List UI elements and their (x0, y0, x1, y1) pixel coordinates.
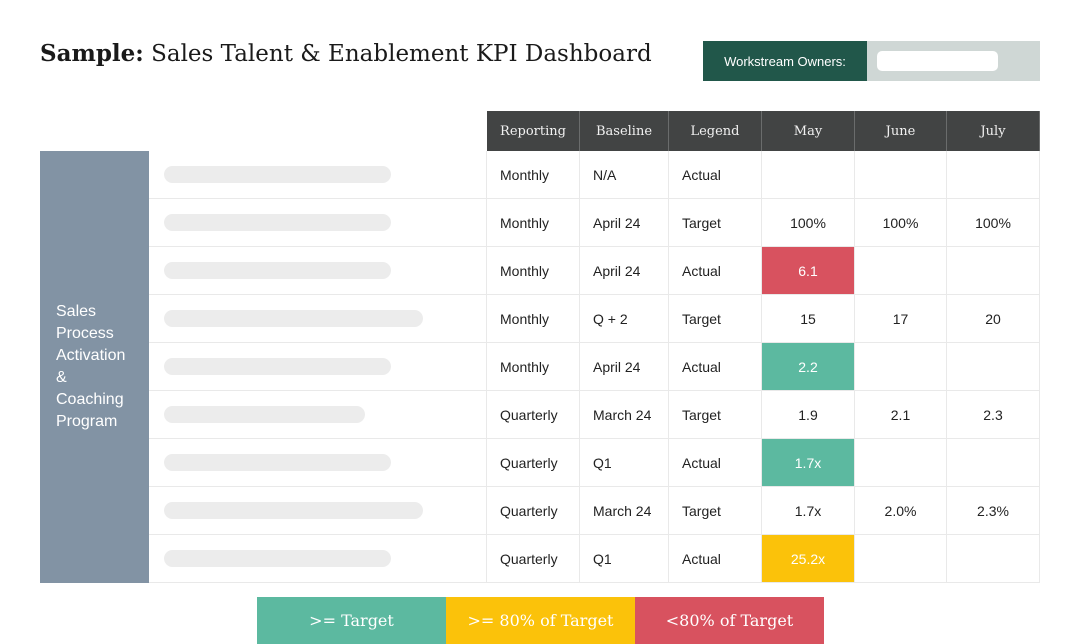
kpi-name-placeholder (164, 502, 423, 519)
cell-reporting: Monthly (500, 214, 550, 231)
cell-june (855, 151, 946, 198)
kpi-name-placeholder (164, 262, 391, 279)
program-group-text: Sales Process Activation & Coaching Prog… (56, 303, 126, 430)
kpi-name-placeholder (164, 550, 391, 567)
cell-june: 17 (892, 310, 909, 327)
column-header-july: July (947, 111, 1040, 151)
kpi-name-placeholder (164, 406, 365, 423)
cell-june: 2.1 (890, 406, 911, 423)
cell-june: 100% (882, 214, 919, 231)
cell-reporting: Quarterly (500, 406, 558, 423)
workstream-owners-label: Workstream Owners: (703, 41, 867, 81)
cell-july: 20 (985, 310, 1001, 327)
column-header-baseline: Baseline (580, 111, 669, 151)
cell-legend: Target (682, 406, 721, 423)
workstream-owners-box (867, 41, 1040, 81)
key-item: >= Target (257, 597, 446, 644)
cell-reporting: Monthly (500, 262, 550, 279)
cell-legend: Target (682, 214, 721, 231)
cell-legend: Actual (682, 358, 721, 375)
cell-legend: Target (682, 310, 721, 327)
page-title: Sample: Sales Talent & Enablement KPI Da… (40, 40, 652, 67)
cell-baseline: April 24 (593, 358, 641, 375)
cell-baseline: Q + 2 (593, 310, 628, 327)
grid-divider (579, 151, 580, 583)
kpi-name-placeholder (164, 358, 391, 375)
title-text: Sales Talent & Enablement KPI Dashboard (151, 41, 652, 67)
column-header-legend: Legend (669, 111, 762, 151)
column-header-reporting: Reporting (487, 111, 580, 151)
cell-baseline: March 24 (593, 406, 652, 423)
cell-legend: Actual (682, 454, 721, 471)
cell-legend: Target (682, 502, 721, 519)
key-item: >= 80% of Target (446, 597, 635, 644)
cell-baseline: Q1 (593, 550, 612, 567)
cell-july: 100% (975, 214, 1011, 231)
cell-reporting: Monthly (500, 310, 550, 327)
column-header-may: May (762, 111, 855, 151)
column-header-june: June (855, 111, 947, 151)
cell-reporting: Quarterly (500, 454, 558, 471)
cell-may: 100% (790, 214, 826, 231)
table-row: Quarterly March 24 Target 1.7x 2.0% 2.3% (149, 487, 1040, 535)
cell-july (947, 439, 1039, 486)
cell-july (947, 247, 1039, 294)
table-row: Monthly N/A Actual (149, 151, 1040, 199)
cell-june (855, 247, 946, 294)
cell-baseline: N/A (593, 166, 617, 183)
cell-may (762, 151, 854, 198)
cell-may: 1.9 (798, 406, 818, 423)
table-row: Quarterly Q1 Actual 1.7x (149, 439, 1040, 487)
cell-legend: Actual (682, 550, 721, 567)
cell-july (947, 535, 1039, 582)
cell-july (947, 151, 1039, 198)
key-item: <80% of Target (635, 597, 824, 644)
cell-legend: Actual (682, 166, 721, 183)
grid-divider (854, 151, 855, 583)
kpi-name-placeholder (164, 166, 391, 183)
grid-divider (946, 151, 947, 583)
table-row: Monthly April 24 Actual 6.1 (149, 247, 1040, 295)
cell-july (947, 343, 1039, 390)
cell-may: 15 (800, 310, 816, 327)
cell-june (855, 535, 946, 582)
table-row: Quarterly March 24 Target 1.9 2.1 2.3 (149, 391, 1040, 439)
cell-may: 1.7x (762, 439, 854, 486)
table-row: Monthly April 24 Actual 2.2 (149, 343, 1040, 391)
kpi-name-placeholder (164, 310, 423, 327)
grid-divider (761, 151, 762, 583)
cell-baseline: April 24 (593, 262, 641, 279)
grid-divider (1039, 151, 1040, 583)
table-row: Monthly April 24 Target 100% 100% 100% (149, 199, 1040, 247)
cell-reporting: Quarterly (500, 502, 558, 519)
cell-reporting: Quarterly (500, 550, 558, 567)
title-prefix: Sample: (40, 40, 144, 67)
cell-may: 2.2 (762, 343, 854, 390)
workstream-owners-input[interactable] (877, 51, 998, 71)
kpi-name-placeholder (164, 454, 391, 471)
cell-baseline: Q1 (593, 454, 612, 471)
program-group-label: Sales Process Activation & Coaching Prog… (40, 151, 149, 583)
table-row: Monthly Q + 2 Target 15 17 20 (149, 295, 1040, 343)
table-row: Quarterly Q1 Actual 25.2x (149, 535, 1040, 583)
cell-may: 1.7x (794, 502, 822, 519)
cell-baseline: March 24 (593, 502, 652, 519)
cell-legend: Actual (682, 262, 721, 279)
grid-divider (486, 151, 487, 583)
cell-july: 2.3 (983, 406, 1003, 423)
grid-divider (668, 151, 669, 583)
cell-reporting: Monthly (500, 166, 550, 183)
workstream-owners: Workstream Owners: (703, 41, 1040, 81)
cell-june (855, 343, 946, 390)
kpi-name-placeholder (164, 214, 391, 231)
cell-baseline: April 24 (593, 214, 641, 231)
cell-june: 2.0% (884, 502, 917, 519)
cell-may: 25.2x (762, 535, 854, 582)
cell-reporting: Monthly (500, 358, 550, 375)
cell-may: 6.1 (762, 247, 854, 294)
cell-july: 2.3% (977, 502, 1009, 519)
cell-june (855, 439, 946, 486)
